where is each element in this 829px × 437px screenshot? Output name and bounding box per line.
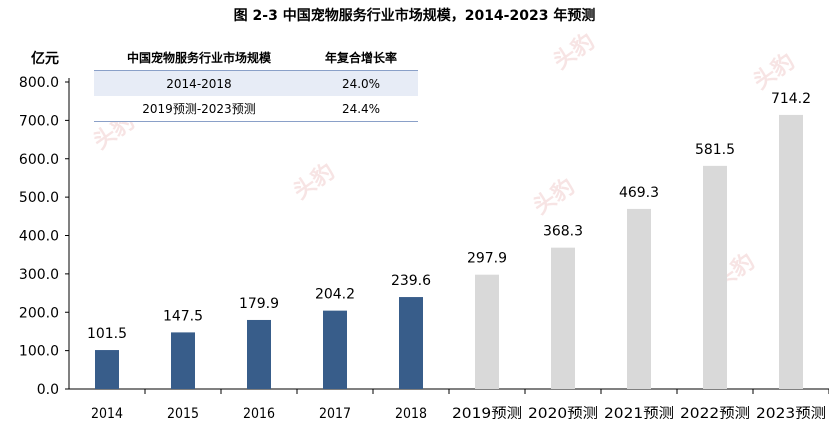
cagr-header-rate: 年复合增长率 (304, 45, 418, 71)
y-tick-label: 700.0 (19, 113, 59, 129)
axes: 0.0 100.0 200.0 300.0 400.0 500.0 600.0 700.0 80… (19, 75, 829, 398)
table-row: 2019预测-2023预测 24.4% (94, 96, 418, 122)
labels: 101.5 2014 147.5 2015 179.9 2016 204.2 2017 239.… (87, 91, 826, 422)
y-tick-label: 0.0 (37, 382, 59, 398)
x-tick-label: 2017 (319, 406, 351, 422)
x-tick-label: 2019预测 (452, 406, 522, 422)
bar-value-label: 204.2 (315, 287, 355, 303)
watermark-text: 头豹 (549, 28, 600, 75)
bar-2018 (399, 297, 423, 389)
bars (95, 114, 803, 389)
bar-2020预测 (551, 247, 575, 389)
table-row: 2014-2018 24.0% (94, 70, 418, 96)
y-axis-unit-label: 亿元 (31, 51, 59, 67)
bar-value-label: 147.5 (163, 308, 203, 324)
x-tick-label: 2023预测 (756, 406, 826, 422)
bar-value-label: 368.3 (543, 224, 583, 240)
chart-title: 图 2-3 中国宠物服务行业市场规模，2014-2023 年预测 (233, 8, 596, 24)
bar-value-label: 101.5 (87, 326, 127, 342)
x-tick-label: 2016 (243, 406, 275, 422)
bar-2014 (95, 350, 119, 389)
watermark-text: 头豹 (749, 48, 800, 95)
bar-2015 (171, 332, 195, 389)
bar-value-label: 581.5 (695, 142, 735, 158)
bar-2017 (323, 310, 347, 389)
bar-value-label: 239.6 (391, 273, 431, 289)
bar-2016 (247, 319, 271, 389)
x-tick-label: 2015 (167, 406, 199, 422)
y-tick-label: 800.0 (19, 75, 59, 91)
x-tick-label: 2018 (395, 406, 427, 422)
y-tick-label: 600.0 (19, 152, 59, 168)
y-tick-label: 500.0 (19, 190, 59, 206)
x-tick-label: 2021预测 (604, 406, 674, 422)
bar-value-label: 179.9 (239, 296, 279, 312)
bar-value-label: 297.9 (467, 251, 507, 267)
cagr-period: 2019预测-2023预测 (94, 96, 304, 122)
bar-2022预测 (703, 165, 727, 389)
x-tick-label: 2014 (91, 406, 123, 422)
y-tick-label: 300.0 (19, 267, 59, 283)
bar-2019预测 (475, 274, 499, 389)
bar-2021预测 (627, 208, 651, 389)
y-tick-label: 400.0 (19, 229, 59, 245)
y-tick-label: 200.0 (19, 305, 59, 321)
x-tick-label: 2020预测 (528, 406, 598, 422)
bar-2023预测 (779, 114, 803, 389)
watermark-text: 头豹 (289, 158, 340, 205)
watermark-text: 头豹 (529, 173, 580, 220)
bar-value-label: 714.2 (771, 91, 811, 107)
y-tick-label: 100.0 (19, 344, 59, 360)
bar-value-label: 469.3 (619, 185, 659, 201)
x-tick-label: 2022预测 (680, 406, 750, 422)
cagr-rate: 24.0% (304, 70, 418, 96)
cagr-table: 中国宠物服务行业市场规模 年复合增长率 2014-2018 24.0% 2019… (94, 45, 418, 122)
cagr-header-market: 中国宠物服务行业市场规模 (94, 45, 304, 71)
cagr-rate: 24.4% (304, 96, 418, 122)
cagr-period: 2014-2018 (94, 70, 304, 96)
